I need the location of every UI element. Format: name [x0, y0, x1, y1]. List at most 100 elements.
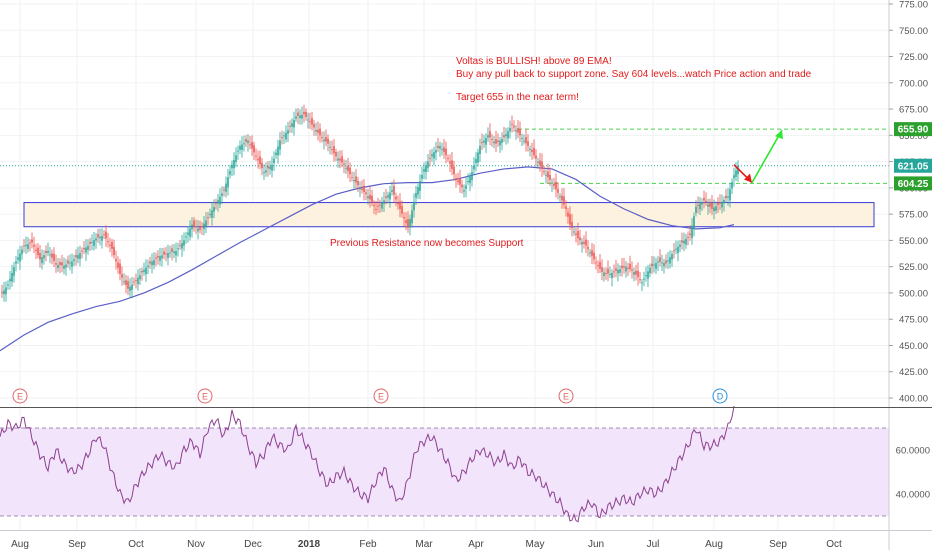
- dividend-marker: [712, 388, 728, 404]
- candle-up: [643, 278, 645, 280]
- candle-up: [667, 260, 669, 262]
- candle-down: [365, 192, 367, 195]
- candle-down: [149, 261, 151, 264]
- candle-up: [521, 137, 523, 139]
- candle-up: [205, 220, 207, 227]
- candle-down: [259, 156, 261, 165]
- candle-up: [419, 181, 421, 191]
- candle-up: [501, 139, 503, 143]
- candle-down: [595, 262, 597, 264]
- candle-up: [723, 199, 725, 204]
- candle-up: [79, 253, 81, 259]
- candle-down: [351, 177, 353, 179]
- candle-down: [201, 226, 203, 228]
- price-label: 655.90: [898, 125, 929, 136]
- candle-up: [21, 249, 23, 255]
- candle-up: [85, 247, 87, 253]
- candle-up: [649, 267, 651, 274]
- candle-up: [197, 228, 199, 232]
- candle-up: [425, 165, 427, 173]
- candle-up: [295, 116, 297, 119]
- candle-down: [565, 206, 567, 209]
- candle-down: [75, 255, 77, 258]
- candle-down: [55, 263, 57, 265]
- candle-up: [729, 189, 731, 201]
- candle-down: [621, 265, 623, 269]
- candle-down: [719, 202, 721, 204]
- candle-down: [437, 145, 439, 148]
- candle-down: [135, 279, 137, 281]
- candle-up: [301, 114, 303, 119]
- rsi-band-fill: [0, 428, 889, 516]
- candle-down: [511, 123, 513, 125]
- candle-up: [415, 193, 417, 198]
- rsi-layer: [0, 405, 889, 523]
- candle-up: [275, 152, 277, 156]
- y-tick-label: 425.00: [899, 367, 928, 378]
- candle-down: [125, 280, 127, 286]
- candle-up: [551, 182, 553, 184]
- candle-down: [615, 268, 617, 271]
- candle-up: [427, 161, 429, 168]
- candle-up: [441, 148, 443, 150]
- support-label: Previous Resistance now becomes Support: [330, 238, 524, 249]
- candle-down: [117, 262, 119, 268]
- annotation-layer: Voltas is BULLISH! above 89 EMA! Buy any …: [330, 56, 812, 249]
- candle-down: [61, 262, 63, 266]
- candle-down: [51, 253, 53, 258]
- candle-up: [633, 271, 635, 275]
- candle-down: [429, 157, 431, 159]
- x-tick-label: Sep: [769, 539, 787, 550]
- candle-up: [581, 241, 583, 245]
- candle-down: [119, 263, 121, 275]
- candle-up: [187, 232, 189, 235]
- candle-down: [127, 281, 129, 289]
- candle-up: [293, 119, 295, 128]
- y-tick-label: 575.00: [899, 210, 928, 221]
- candle-up: [143, 269, 145, 272]
- candle-up: [389, 192, 391, 200]
- x-tick-label: Jun: [588, 539, 604, 550]
- candle-down: [33, 244, 35, 247]
- candle-up: [685, 238, 687, 245]
- candle-up: [573, 231, 575, 233]
- level-lines: [0, 128, 889, 184]
- candle-down: [267, 166, 269, 169]
- candle-up: [735, 170, 737, 177]
- candle-down: [689, 233, 691, 236]
- event-marker-label: E: [202, 392, 208, 402]
- candle-up: [413, 201, 415, 211]
- candle-down: [297, 112, 299, 116]
- candle-down: [593, 252, 595, 260]
- rsi-line: [0, 405, 735, 523]
- candle-down: [141, 271, 143, 273]
- candle-up: [381, 202, 383, 209]
- candle-up: [237, 150, 239, 152]
- candle-down: [553, 184, 555, 187]
- candle-up: [367, 196, 369, 199]
- candle-up: [421, 174, 423, 179]
- candle-up: [175, 250, 177, 256]
- candle-up: [433, 152, 435, 159]
- candle-up: [345, 167, 347, 169]
- candle-down: [607, 268, 609, 274]
- candle-down: [447, 157, 449, 159]
- candle-up: [731, 182, 733, 189]
- candle-down: [461, 184, 463, 188]
- candle-up: [423, 168, 425, 172]
- candle-down: [489, 131, 491, 138]
- candle-down: [711, 202, 713, 209]
- candle-up: [19, 253, 21, 262]
- candle-up: [701, 202, 703, 205]
- candle-down: [563, 196, 565, 205]
- candle-down: [557, 189, 559, 193]
- candle-down: [397, 202, 399, 205]
- candle-down: [109, 244, 111, 246]
- candle-up: [15, 261, 17, 264]
- candle-up: [169, 252, 171, 254]
- candle-up: [71, 261, 73, 267]
- candle-down: [321, 136, 323, 138]
- candle-up: [409, 219, 411, 227]
- candle-down: [561, 195, 563, 201]
